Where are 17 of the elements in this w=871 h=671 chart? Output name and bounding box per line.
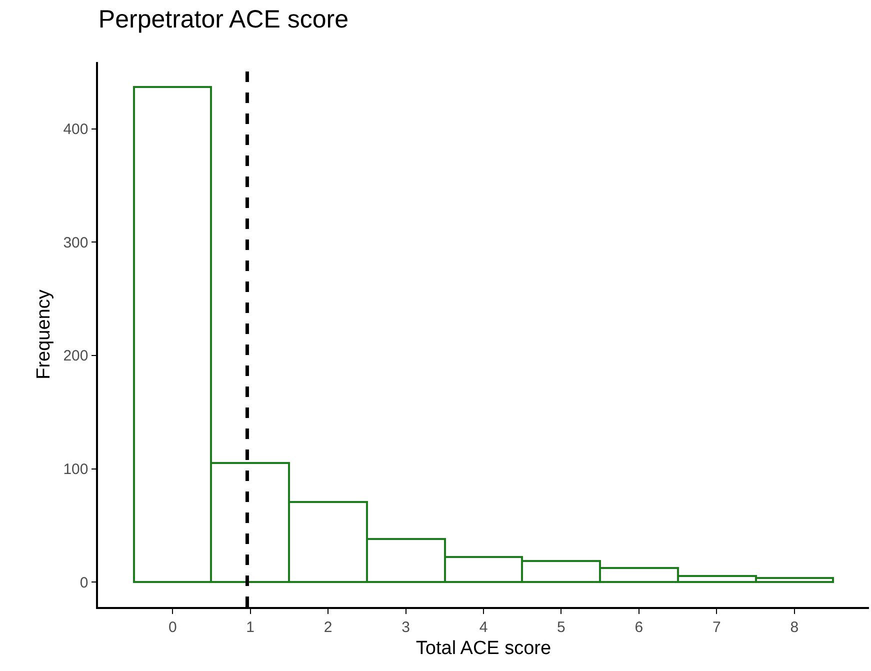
x-tick-label: 4 (479, 618, 488, 636)
x-tick-label: 8 (790, 618, 799, 636)
x-tick-label: 6 (634, 618, 644, 636)
x-tick-label: 3 (402, 618, 410, 636)
x-tick-label: 5 (557, 618, 566, 636)
x-tick-label: 2 (324, 618, 332, 636)
chart-title: Perpetrator ACE score (98, 6, 349, 34)
y-axis-title: Frequency (34, 289, 55, 380)
y-tick-label: 300 (63, 234, 88, 252)
y-tick-label: 100 (63, 461, 88, 478)
x-tick-label: 0 (168, 618, 177, 636)
y-tick-label: 400 (63, 121, 88, 138)
x-tick-label: 1 (246, 618, 254, 636)
x-tick-label: 7 (712, 618, 721, 636)
y-tick-label: 200 (63, 348, 88, 365)
y-tick-label: 0 (80, 574, 88, 592)
x-axis-title: Total ACE score (416, 638, 552, 660)
